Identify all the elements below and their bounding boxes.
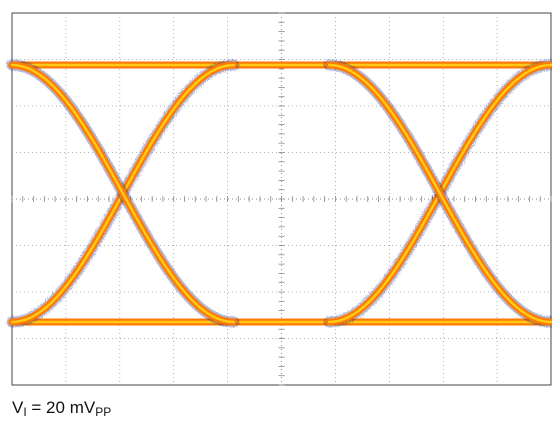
- traces: [6, 59, 552, 328]
- caption-symbol: V: [12, 398, 24, 417]
- caption-subscript-i: I: [23, 405, 27, 419]
- caption-subscript-pp: PP: [95, 405, 112, 419]
- caption: VI = 20 mVPP: [12, 398, 111, 419]
- caption-value: = 20 mV: [26, 398, 96, 417]
- falling-edge-trace-1-core: [10, 63, 236, 324]
- falling-edge-trace-2-core: [327, 63, 552, 324]
- grid: [11, 12, 552, 386]
